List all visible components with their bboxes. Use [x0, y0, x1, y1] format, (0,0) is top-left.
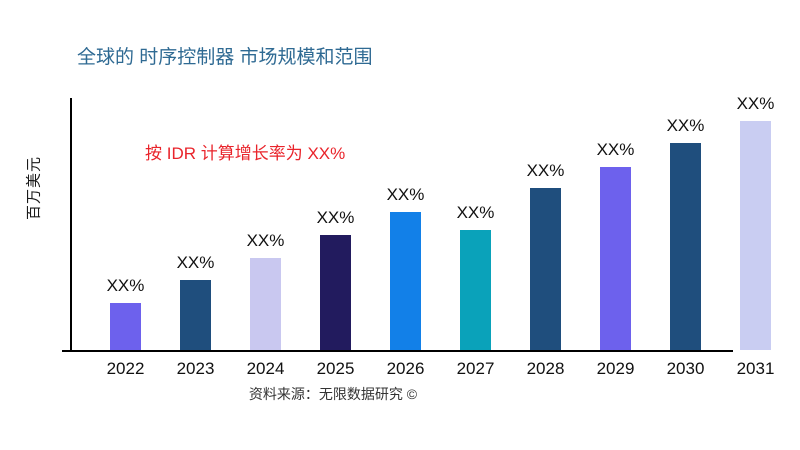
bar-2031 — [740, 121, 771, 350]
bar-2026 — [390, 212, 421, 350]
y-axis-label: 百万美元 — [25, 155, 43, 221]
x-tick-label-2025: 2025 — [316, 359, 355, 378]
bar-value-label-2024: XX% — [246, 231, 285, 250]
bar-2027 — [460, 230, 491, 350]
bar-value-label-2025: XX% — [316, 208, 355, 227]
x-tick-label-2030: 2030 — [666, 359, 705, 378]
bar-2030 — [670, 143, 701, 350]
bar-value-label-2027: XX% — [456, 203, 495, 222]
bar-value-label-2022: XX% — [106, 276, 145, 295]
bar-value-label-2029: XX% — [596, 140, 635, 159]
bar-value-label-2030: XX% — [666, 116, 705, 135]
chart-title: 全球的 时序控制器 市场规模和范围 — [77, 47, 373, 68]
x-tick-label-2023: 2023 — [176, 359, 215, 378]
x-axis — [62, 350, 733, 352]
growth-rate-annotation: 按 IDR 计算增长率为 XX% — [145, 144, 346, 163]
bar-value-label-2028: XX% — [526, 161, 565, 180]
bar-2025 — [320, 235, 351, 350]
bar-value-label-2031: XX% — [736, 94, 775, 113]
y-axis — [70, 98, 72, 352]
x-tick-label-2027: 2027 — [456, 359, 495, 378]
bar-2022 — [110, 303, 141, 350]
x-tick-label-2026: 2026 — [386, 359, 425, 378]
bar-2028 — [530, 188, 561, 350]
x-tick-label-2022: 2022 — [106, 359, 145, 378]
x-tick-label-2024: 2024 — [246, 359, 285, 378]
bar-2024 — [250, 258, 281, 350]
source-note: 资料来源：无限数据研究 © — [248, 386, 418, 402]
x-tick-label-2028: 2028 — [526, 359, 565, 378]
x-tick-label-2029: 2029 — [596, 359, 635, 378]
bar-2023 — [180, 280, 211, 350]
bar-2029 — [600, 167, 631, 350]
x-tick-label-2031: 2031 — [736, 359, 775, 378]
bar-value-label-2023: XX% — [176, 253, 215, 272]
bar-value-label-2026: XX% — [386, 185, 425, 204]
